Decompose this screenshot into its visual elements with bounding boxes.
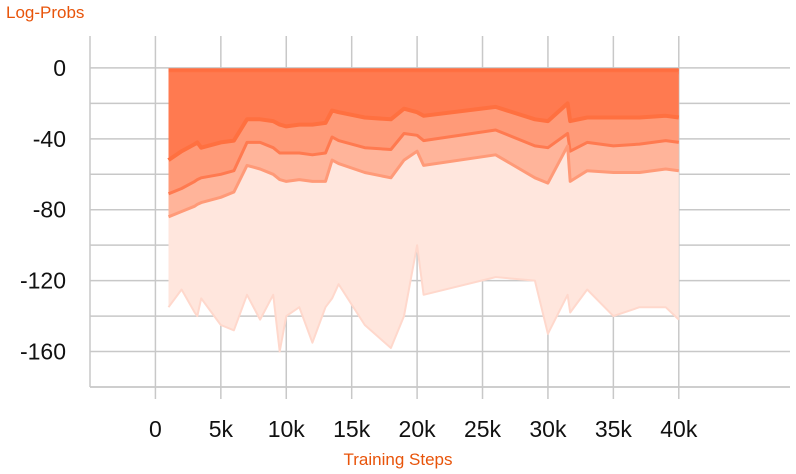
percentile-band	[168, 145, 679, 352]
x-tick-label: 35k	[595, 416, 633, 442]
series-line	[167, 128, 680, 196]
series-line	[167, 144, 679, 219]
percentile-band	[168, 130, 679, 217]
x-tick-label: 25k	[464, 416, 502, 442]
series-line	[167, 244, 680, 353]
y-tick-label: -80	[33, 197, 66, 223]
x-tick-label: 30k	[529, 416, 567, 442]
x-tick-label: 0	[149, 416, 162, 442]
y-tick-label: -120	[20, 268, 66, 294]
series-line	[167, 101, 680, 162]
x-tick-label: 40k	[660, 416, 698, 442]
x-tick-label: 20k	[399, 416, 437, 442]
y-tick-label: -160	[20, 339, 66, 365]
x-tick-label: 15k	[333, 416, 371, 442]
x-axis-label: Training Steps	[343, 450, 453, 469]
chart-title: Log-Probs	[6, 3, 85, 22]
percentile-band	[168, 73, 679, 161]
x-tick-label: 5k	[209, 416, 234, 442]
x-tick-label: 10k	[268, 416, 306, 442]
y-tick-label: -40	[33, 126, 66, 152]
y-tick-label: 0	[53, 55, 66, 81]
